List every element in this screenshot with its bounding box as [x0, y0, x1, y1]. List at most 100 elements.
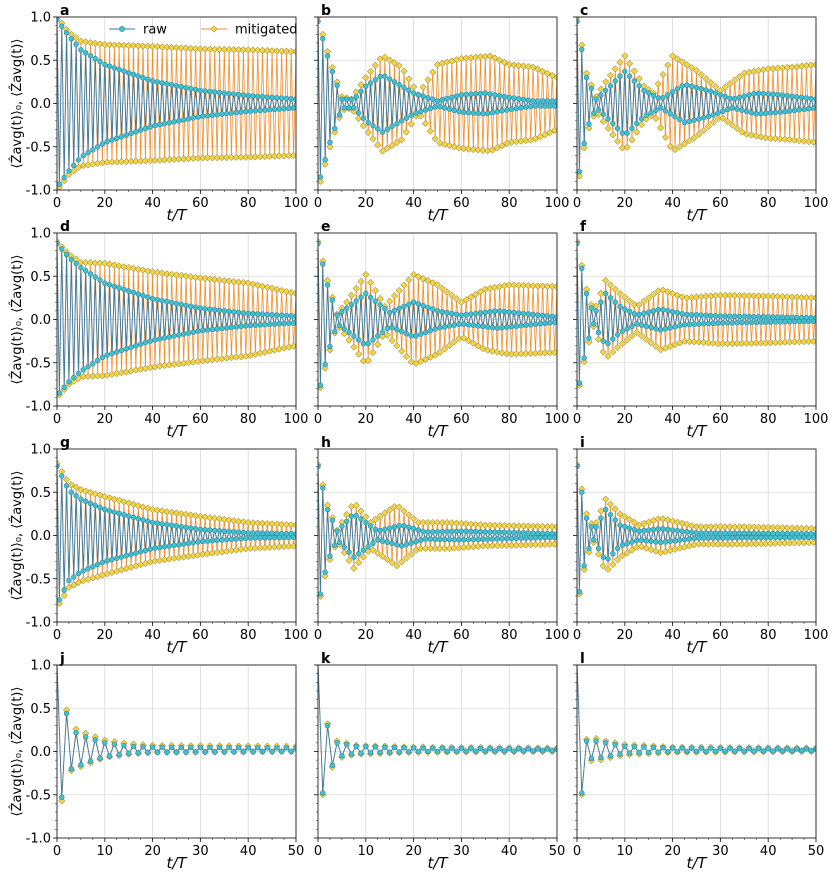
x-tick-label: 60 [192, 628, 209, 643]
mitigated-point [493, 542, 501, 550]
mitigated-point [125, 499, 133, 507]
raw-point [746, 313, 752, 320]
raw-point [643, 537, 650, 544]
mitigated-point [743, 339, 751, 347]
raw-point [209, 537, 216, 544]
raw-point [216, 744, 223, 751]
mitigated-point [153, 268, 161, 277]
mitigated-point [716, 291, 724, 299]
mitigated-point [529, 63, 537, 71]
series-line-mitigated [57, 241, 296, 395]
mitigated-point [182, 510, 190, 518]
x-tick-label: 40 [405, 628, 422, 643]
raw-point [99, 354, 106, 361]
raw-point [145, 294, 151, 300]
mitigated-point [287, 47, 295, 55]
raw-point [425, 95, 431, 101]
raw-point [626, 73, 633, 79]
raw-point [283, 745, 290, 751]
raw-point [461, 321, 467, 327]
mitigated-point [745, 292, 753, 300]
mitigated-point [585, 124, 593, 132]
raw-point [384, 325, 391, 332]
raw-point [468, 745, 474, 752]
raw-point [123, 346, 130, 352]
mitigated-point [340, 548, 348, 557]
mitigated-point [256, 349, 264, 357]
mitigated-point [438, 59, 446, 67]
mitigated-point [460, 145, 468, 153]
raw-point [605, 116, 611, 122]
raw-point [288, 748, 294, 755]
mitigated-point [352, 501, 360, 510]
raw-point [643, 112, 650, 118]
y-tick-label: 1.0 [30, 227, 51, 242]
x-tick-label: 100 [545, 196, 570, 211]
raw-point [722, 748, 728, 754]
mitigated-point [204, 154, 212, 162]
mitigated-point [724, 540, 732, 548]
raw-point [102, 280, 108, 286]
raw-point [387, 309, 393, 316]
mitigated-point [476, 521, 485, 529]
raw-point [75, 370, 82, 377]
raw-point [176, 332, 182, 338]
raw-point [85, 364, 91, 370]
mitigated-point [776, 135, 784, 143]
mitigated-point [402, 352, 410, 361]
mitigated-point [101, 259, 109, 267]
raw-point [92, 55, 98, 62]
raw-point [520, 530, 527, 536]
raw-point [430, 96, 436, 103]
raw-point [427, 536, 434, 542]
raw-point [348, 751, 355, 757]
raw-point [784, 314, 791, 320]
raw-point [736, 313, 743, 320]
raw-point [410, 525, 417, 532]
mitigated-point [448, 57, 456, 65]
mitigated-point [347, 503, 356, 511]
raw-point [403, 541, 410, 548]
raw-point [504, 535, 510, 542]
raw-point [102, 61, 108, 68]
raw-point [588, 755, 595, 762]
raw-point [269, 94, 275, 101]
raw-point [598, 515, 604, 521]
raw-point [250, 311, 256, 317]
raw-point [290, 105, 296, 111]
raw-point [508, 535, 515, 542]
mitigated-point [488, 146, 497, 154]
mitigated-point [778, 293, 787, 301]
raw-point [595, 329, 602, 336]
mitigated-point [362, 270, 370, 279]
y-axis-label: ⟨Ẑavg(t)⟩₀, ⟨Ẑavg(t)⟩ [9, 471, 25, 601]
mitigated-point [786, 136, 794, 144]
raw-point [484, 324, 491, 330]
raw-point [318, 174, 324, 180]
raw-point [377, 302, 383, 308]
x-tick-label: 60 [712, 196, 729, 211]
mitigated-point [412, 359, 420, 367]
raw-point [720, 535, 726, 541]
raw-point [207, 306, 213, 312]
mitigated-point [695, 540, 703, 548]
raw-point [470, 322, 477, 328]
raw-point [391, 79, 398, 85]
mitigated-point [664, 516, 672, 524]
mitigated-point [635, 301, 643, 309]
raw-point [401, 745, 407, 751]
raw-point [727, 313, 733, 319]
mitigated-point [697, 71, 705, 79]
raw-point [78, 496, 84, 502]
mitigated-point [455, 144, 463, 152]
mitigated-point [369, 135, 377, 143]
raw-point [551, 319, 557, 326]
raw-point [434, 98, 441, 104]
raw-point [513, 323, 520, 329]
raw-point [133, 129, 139, 135]
mitigated-point [417, 544, 425, 553]
raw-point [439, 309, 445, 315]
mitigated-point [383, 555, 391, 564]
raw-point [410, 299, 417, 305]
raw-point [59, 246, 65, 252]
